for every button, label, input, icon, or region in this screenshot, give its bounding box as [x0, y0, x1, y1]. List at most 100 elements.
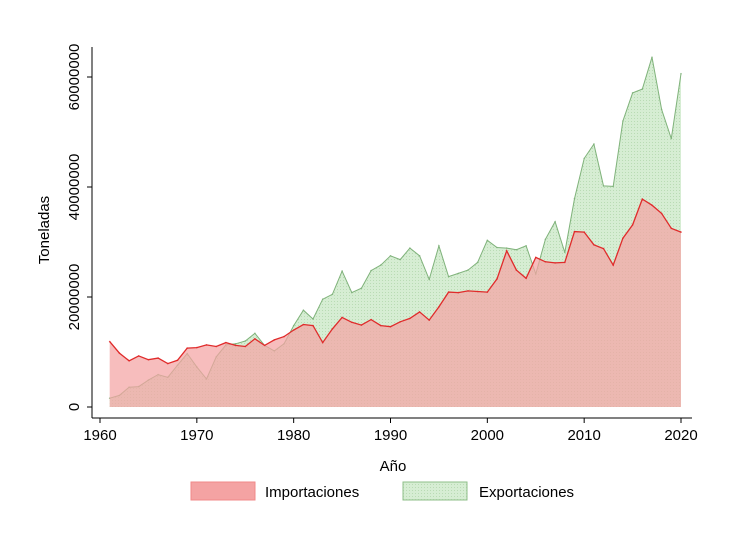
point-exportaciones-1985 [341, 270, 343, 272]
legend-label-exportaciones: Exportaciones [479, 484, 574, 501]
point-importaciones-1986 [351, 321, 353, 324]
point-exportaciones-1981 [302, 309, 305, 312]
point-importaciones-1996 [447, 291, 450, 293]
point-importaciones-1999 [476, 290, 479, 293]
plot-areas [108, 56, 682, 407]
x-tick-label-2020: 2020 [664, 427, 697, 444]
point-importaciones-2015 [631, 224, 634, 226]
area-importaciones [109, 199, 681, 407]
point-importaciones-1982 [312, 324, 314, 327]
y-tick-label-60000000: 60000000 [66, 44, 83, 111]
point-exportaciones-2020 [680, 72, 682, 75]
point-exportaciones-1975 [244, 340, 247, 342]
point-exportaciones-2016 [641, 88, 644, 90]
point-exportaciones-2015 [631, 92, 634, 94]
point-exportaciones-1998 [467, 269, 469, 271]
point-exportaciones-2001 [496, 246, 498, 249]
point-exportaciones-1993 [418, 255, 421, 257]
axes: 0 20000000 40000000 60000000 1960 1970 1980 199… [66, 44, 698, 444]
point-importaciones-1975 [244, 345, 247, 348]
point-exportaciones-1988 [370, 269, 372, 272]
point-exportaciones-2000 [486, 239, 489, 242]
y-axis-title: Toneladas [36, 196, 53, 264]
legend-swatch-importaciones [190, 481, 256, 501]
point-importaciones-1977 [263, 344, 266, 347]
x-axis-title: Año [380, 458, 407, 475]
point-importaciones-1974 [234, 344, 237, 347]
x-tick-label-1960: 1960 [83, 427, 116, 444]
point-importaciones-2013 [612, 264, 614, 266]
point-importaciones-2020 [680, 231, 682, 233]
point-importaciones-1984 [331, 328, 334, 330]
point-importaciones-2018 [660, 212, 663, 215]
point-importaciones-1990 [389, 325, 392, 328]
point-exportaciones-1980 [292, 324, 295, 327]
legend-label-importaciones: Importaciones [265, 484, 359, 501]
x-tick-label-1990: 1990 [374, 427, 407, 444]
point-exportaciones-1997 [457, 272, 460, 275]
point-importaciones-1965 [147, 358, 150, 361]
point-importaciones-2001 [496, 278, 498, 280]
point-importaciones-1969 [186, 347, 188, 349]
point-importaciones-1968 [176, 359, 179, 362]
point-exportaciones-1992 [409, 247, 411, 249]
point-exportaciones-2003 [515, 248, 518, 251]
x-tick-label-2000: 2000 [471, 427, 504, 444]
point-importaciones-1964 [137, 355, 140, 357]
point-exportaciones-1984 [331, 293, 334, 296]
point-exportaciones-2017 [651, 56, 653, 58]
point-importaciones-2017 [651, 204, 653, 206]
point-importaciones-2012 [602, 247, 605, 250]
point-importaciones-1962 [118, 352, 121, 354]
point-importaciones-2014 [622, 237, 624, 239]
point-exportaciones-1976 [254, 332, 256, 335]
x-tick-label-2010: 2010 [567, 427, 600, 444]
x-tick-label-1980: 1980 [277, 427, 310, 444]
point-importaciones-1995 [438, 306, 440, 308]
point-exportaciones-1994 [428, 278, 431, 281]
point-exportaciones-2013 [612, 185, 614, 188]
point-exportaciones-2004 [525, 245, 527, 247]
point-importaciones-1976 [254, 338, 256, 340]
point-importaciones-2009 [573, 230, 576, 233]
point-importaciones-1993 [418, 311, 421, 313]
point-importaciones-2000 [486, 291, 489, 293]
point-importaciones-1973 [225, 341, 227, 344]
point-exportaciones-2014 [622, 120, 624, 122]
point-importaciones-1970 [196, 346, 198, 349]
point-importaciones-1966 [157, 357, 159, 359]
point-exportaciones-2006 [544, 238, 547, 241]
point-exportaciones-2011 [593, 143, 595, 145]
point-importaciones-1988 [370, 318, 372, 321]
point-importaciones-2011 [593, 244, 595, 246]
point-importaciones-2005 [535, 256, 537, 259]
point-exportaciones-1989 [380, 264, 382, 266]
point-importaciones-2008 [564, 261, 566, 264]
point-importaciones-2019 [670, 227, 673, 230]
point-exportaciones-1991 [399, 258, 402, 261]
point-importaciones-1997 [457, 291, 460, 294]
point-exportaciones-1982 [312, 318, 314, 320]
point-importaciones-1981 [302, 323, 305, 326]
point-importaciones-1987 [360, 324, 363, 326]
point-exportaciones-1999 [476, 261, 479, 264]
point-exportaciones-2009 [573, 197, 576, 200]
point-importaciones-1985 [341, 316, 343, 319]
point-importaciones-1983 [321, 341, 324, 344]
point-importaciones-1992 [409, 317, 411, 320]
point-exportaciones-1996 [447, 275, 450, 278]
point-importaciones-1994 [428, 319, 431, 321]
point-exportaciones-2008 [564, 251, 566, 254]
point-exportaciones-1990 [389, 255, 392, 257]
y-tick-label-40000000: 40000000 [66, 154, 83, 221]
line-importaciones [109, 198, 682, 365]
point-exportaciones-1983 [321, 298, 324, 301]
legend-swatch-exportaciones [402, 481, 468, 501]
point-exportaciones-2002 [505, 247, 508, 249]
point-exportaciones-1987 [360, 287, 363, 290]
point-importaciones-1978 [273, 339, 276, 341]
point-importaciones-2002 [505, 250, 508, 252]
point-importaciones-1979 [283, 335, 285, 338]
